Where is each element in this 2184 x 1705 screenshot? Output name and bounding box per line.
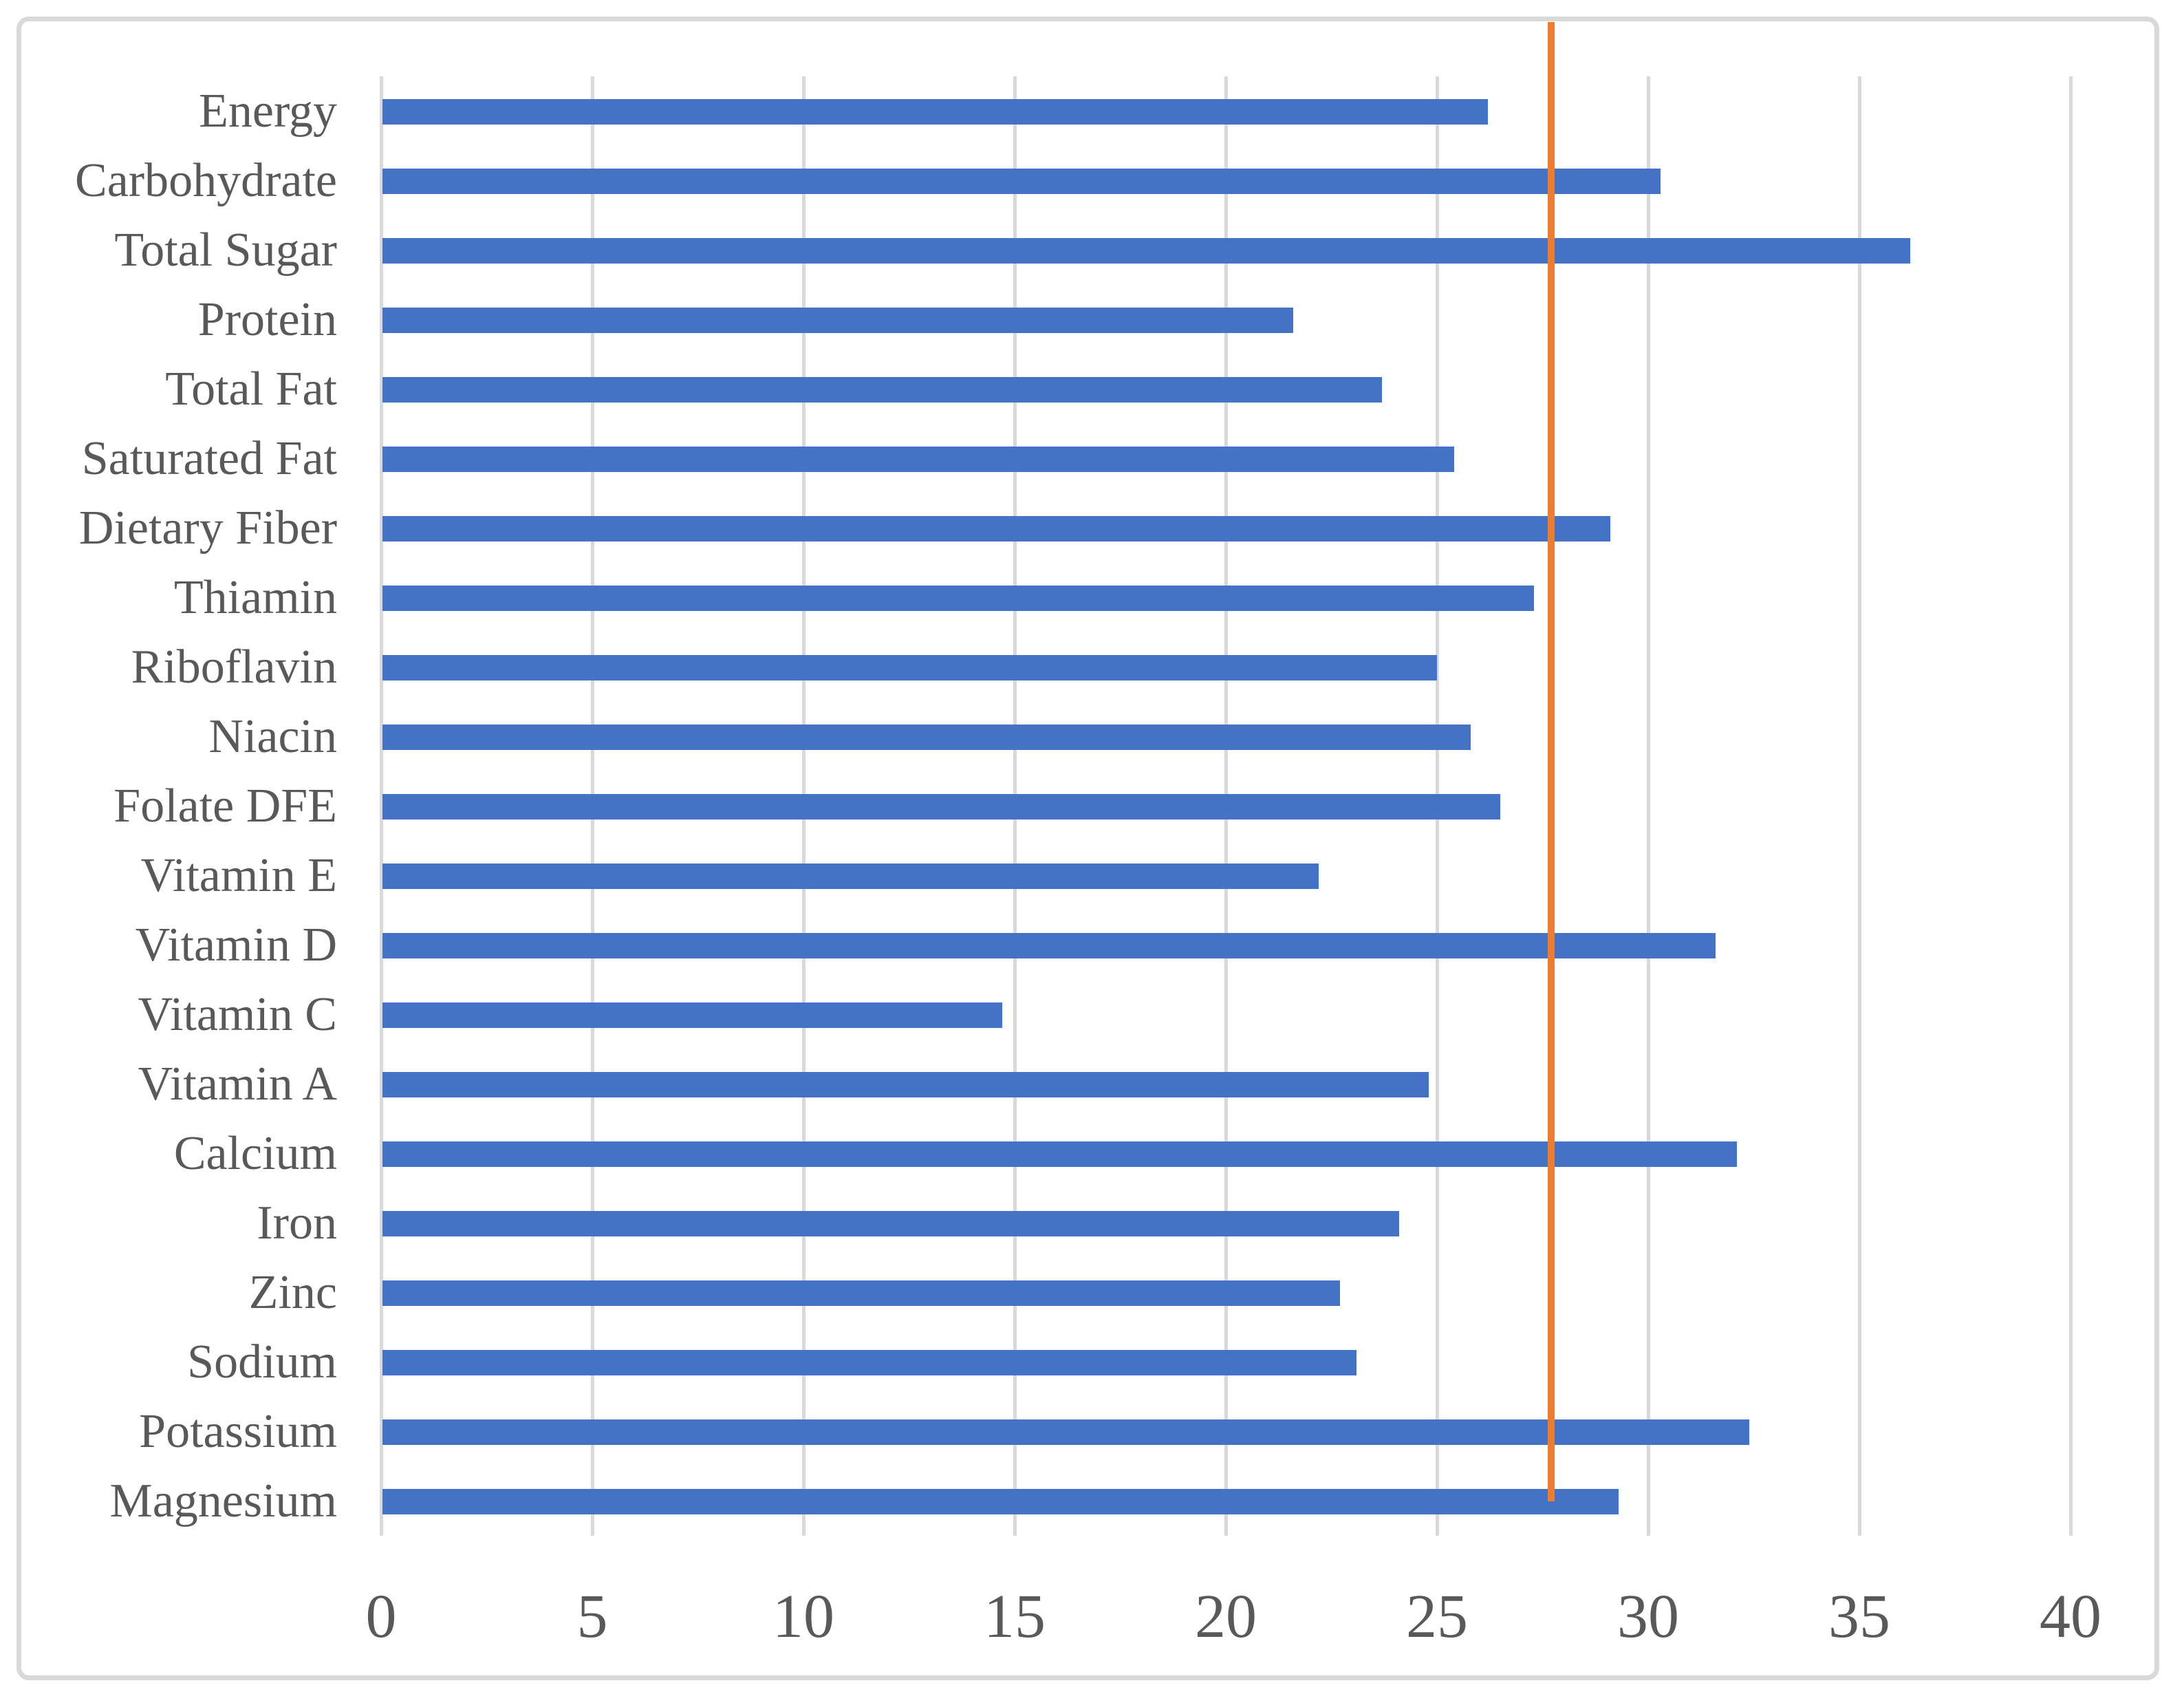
bar-iron [382,1210,1399,1236]
category-label: Total Sugar [114,224,337,277]
bar-niacin [382,724,1471,750]
chart-border [17,17,2159,1680]
x-tick-label: 10 [772,1583,834,1651]
bar-calcium [382,1141,1737,1167]
bar-protein [382,307,1294,333]
reference-line [1547,22,1555,1501]
x-tick-label: 35 [1828,1583,1890,1651]
bar-total-fat [382,376,1383,403]
x-tick-label: 25 [1406,1583,1468,1651]
category-label: Iron [257,1197,337,1250]
category-label: Calcium [173,1127,337,1180]
bar-carbohydrate [382,168,1661,194]
bar-vitamin-c [382,1002,1002,1028]
category-label: Carbohydrate [75,154,337,207]
gridline [379,76,383,1536]
bar-riboflavin [382,654,1437,680]
category-label: Potassium [139,1405,337,1458]
category-label: Energy [199,85,337,138]
bar-saturated-fat [382,446,1454,472]
x-tick-label: 40 [2040,1583,2101,1651]
category-label: Zinc [248,1266,337,1319]
category-label: Vitamin E [140,849,337,902]
category-label: Total Fat [165,363,337,416]
bar-zinc [382,1280,1340,1306]
category-label: Thiamin [173,571,337,624]
bar-vitamin-d [382,932,1716,958]
x-tick-label: 20 [1195,1583,1257,1651]
x-tick-label: 5 [576,1583,608,1651]
bar-thiamin [382,585,1535,611]
category-label: Vitamin A [138,1058,337,1111]
bar-total-sugar [382,237,1910,264]
category-label: Folate DFE [113,780,337,833]
category-label: Niacin [208,710,337,763]
category-label: Vitamin D [135,919,337,972]
bar-dietary-fiber [382,515,1610,541]
bar-vitamin-e [382,863,1319,889]
gridline [1857,76,1861,1536]
bar-magnesium [382,1488,1619,1514]
x-tick-label: 15 [984,1583,1046,1651]
gridline [1646,76,1650,1536]
bar-potassium [382,1419,1750,1445]
category-label: Riboflavin [131,641,337,694]
category-label: Saturated Fat [81,432,337,485]
bar-vitamin-a [382,1071,1429,1097]
category-label: Protein [197,293,337,346]
category-label: Vitamin C [138,988,337,1041]
gridline [2068,76,2073,1536]
category-label: Dietary Fiber [78,502,337,555]
bar-energy [382,98,1488,125]
x-tick-label: 0 [365,1583,397,1651]
category-label: Magnesium [109,1475,337,1527]
x-tick-label: 30 [1617,1583,1679,1651]
category-label: Sodium [187,1336,337,1388]
bar-sodium [382,1349,1357,1375]
bar-folate-dfe [382,793,1501,819]
